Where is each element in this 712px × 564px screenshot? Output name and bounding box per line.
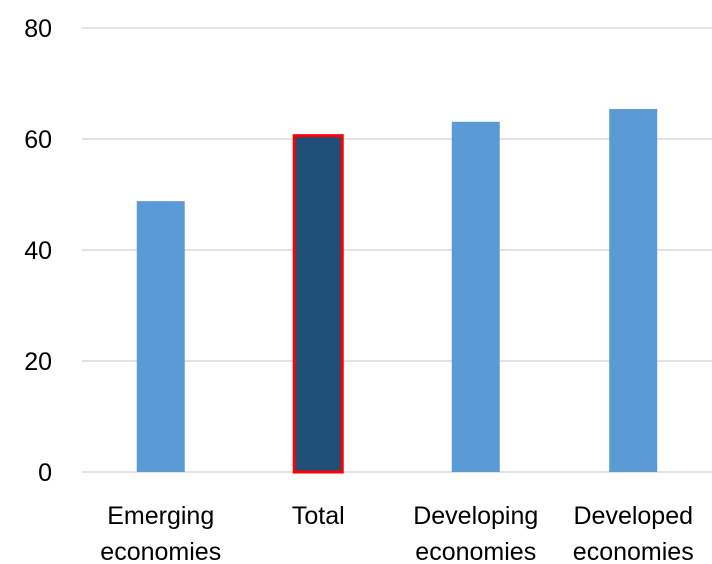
y-tick-label: 80 <box>24 15 52 43</box>
x-category-label: Developing economies <box>413 502 538 564</box>
bar <box>136 201 185 472</box>
x-category-label: Emerging economies <box>100 502 221 564</box>
y-tick-label: 40 <box>24 237 52 265</box>
y-tick-label: 60 <box>24 126 52 154</box>
gridlines <box>82 27 712 473</box>
bars <box>136 109 658 474</box>
y-axis-ticks: 0 20 40 60 80 <box>24 15 52 487</box>
x-category-label: Developed economies <box>573 502 694 564</box>
bar <box>451 121 500 473</box>
bar-highlighted <box>292 134 344 474</box>
x-category-label: Total <box>292 502 345 530</box>
x-axis-categories: Emerging economies Total Developing economie… <box>100 502 693 564</box>
y-tick-label: 20 <box>24 348 52 376</box>
bar <box>609 109 658 472</box>
y-tick-label: 0 <box>38 459 52 487</box>
